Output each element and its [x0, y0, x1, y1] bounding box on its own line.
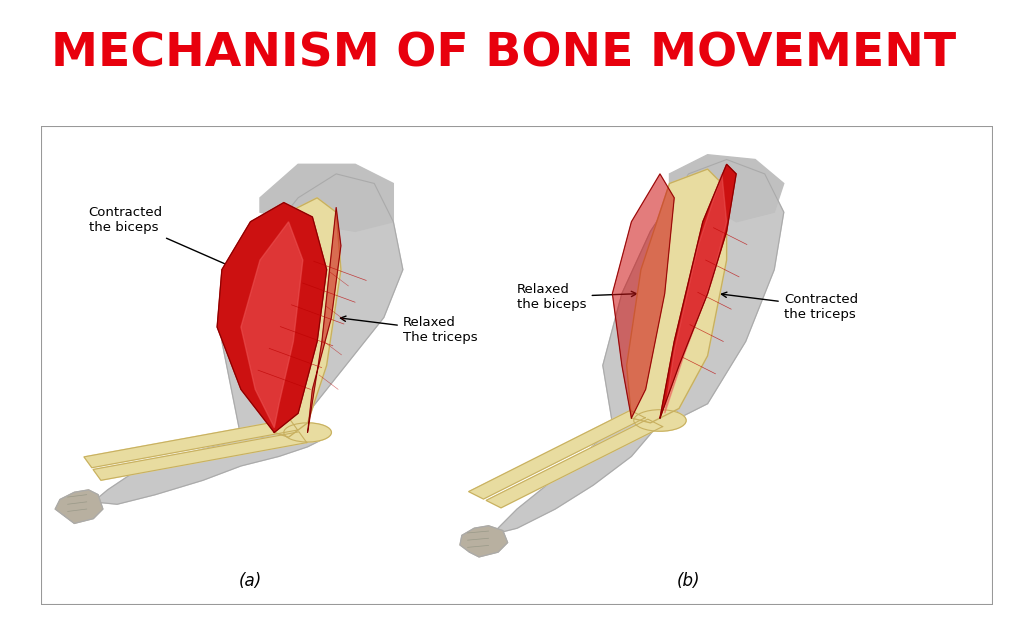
- Ellipse shape: [634, 410, 686, 431]
- Text: (b): (b): [677, 573, 700, 590]
- Polygon shape: [670, 155, 783, 222]
- Polygon shape: [660, 164, 736, 418]
- Polygon shape: [222, 174, 402, 437]
- Polygon shape: [603, 159, 783, 428]
- Polygon shape: [217, 203, 327, 432]
- Polygon shape: [469, 410, 645, 499]
- Polygon shape: [307, 207, 341, 432]
- Text: Relaxed
the biceps: Relaxed the biceps: [517, 283, 637, 311]
- Polygon shape: [93, 428, 327, 504]
- Polygon shape: [665, 174, 727, 413]
- Text: MECHANISM OF BONE MOVEMENT: MECHANISM OF BONE MOVEMENT: [51, 32, 956, 76]
- Polygon shape: [267, 198, 341, 437]
- Polygon shape: [84, 419, 298, 467]
- Polygon shape: [460, 526, 508, 557]
- Polygon shape: [241, 222, 303, 428]
- Polygon shape: [612, 174, 674, 418]
- Text: Relaxed
The triceps: Relaxed The triceps: [340, 316, 477, 345]
- Polygon shape: [93, 432, 307, 480]
- Text: (a): (a): [239, 573, 262, 590]
- Polygon shape: [55, 490, 102, 524]
- Polygon shape: [260, 164, 393, 231]
- Polygon shape: [486, 419, 663, 508]
- Text: Contracted
the triceps: Contracted the triceps: [721, 292, 858, 321]
- Polygon shape: [627, 169, 727, 423]
- Polygon shape: [498, 404, 679, 533]
- Text: Contracted
the biceps: Contracted the biceps: [89, 207, 256, 278]
- Ellipse shape: [284, 423, 332, 442]
